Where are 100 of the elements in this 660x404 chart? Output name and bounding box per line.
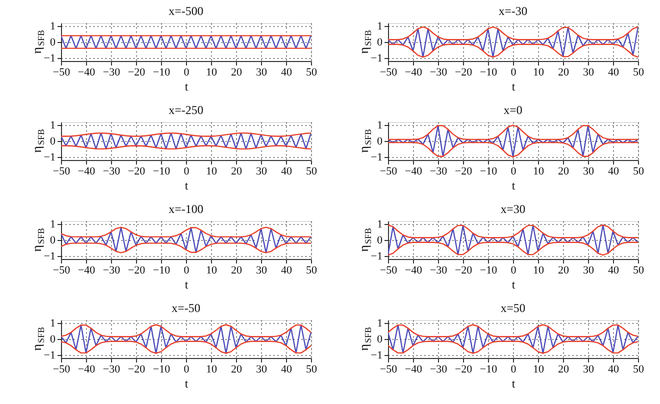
- x-axis-title: t: [184, 376, 189, 390]
- x-axis-title: t: [512, 278, 516, 292]
- x-tick-label: 20: [558, 166, 570, 178]
- x-tick-label: 20: [558, 364, 570, 376]
- x-tick-label: −30: [430, 264, 448, 276]
- x-tick-label: −20: [128, 264, 146, 276]
- x-tick-label: −40: [404, 166, 423, 178]
- y-tick-label: 0: [50, 36, 56, 48]
- line-series: [61, 226, 311, 254]
- x-tick-label: −40: [404, 264, 423, 276]
- y-axis-title: ηSFB: [29, 30, 46, 54]
- x-tick-label: 20: [231, 264, 242, 276]
- chart-title: x=50: [500, 301, 526, 316]
- x-tick-label: 10: [533, 166, 544, 178]
- x-axis-title: t: [184, 278, 189, 292]
- chart-title: x=-100: [168, 202, 204, 216]
- x-tick-label: −50: [380, 264, 398, 276]
- x-tick-label: 20: [558, 264, 570, 276]
- y-tick-label: −1: [370, 151, 382, 164]
- y-axis-title: ηSFB: [356, 128, 373, 153]
- x-tick-label: −40: [78, 364, 96, 376]
- y-tick-label: −1: [370, 349, 382, 362]
- x-tick-label: 40: [608, 66, 620, 78]
- x-tick-label: 10: [206, 66, 218, 78]
- x-tick-label: 30: [256, 66, 268, 78]
- y-tick-label: 1: [50, 218, 56, 231]
- x-tick-label: 50: [306, 166, 318, 178]
- x-tick-label: −50: [52, 66, 71, 78]
- x-tick-label: −40: [404, 66, 423, 78]
- x-tick-label: 50: [633, 166, 644, 178]
- x-tick-label: −10: [152, 166, 171, 178]
- x-tick-label: 40: [281, 364, 292, 376]
- x-tick-label: 30: [583, 166, 594, 178]
- x-tick-label: −20: [128, 66, 146, 78]
- x-tick-label: 40: [608, 264, 620, 276]
- x-axis-title: t: [184, 178, 189, 192]
- y-tick-label: 1: [377, 218, 382, 231]
- y-axis-title: ηSFB: [356, 228, 373, 252]
- y-tick-label: 0: [377, 136, 383, 148]
- x-tick-label: 0: [184, 364, 190, 376]
- x-tick-label: −10: [152, 364, 171, 376]
- x-tick-label: −30: [430, 166, 448, 178]
- x-tick-label: 10: [206, 166, 218, 178]
- x-tick-label: 0: [510, 264, 517, 276]
- line-series: [388, 224, 638, 256]
- x-tick-label: −30: [102, 364, 121, 376]
- x-tick-label: 0: [510, 66, 517, 78]
- y-tick-label: 0: [50, 136, 56, 148]
- x-tick-label: 40: [608, 364, 620, 376]
- x-tick-label: −30: [430, 66, 448, 78]
- x-tick-label: 40: [281, 264, 292, 276]
- x-tick-label: 30: [583, 364, 594, 376]
- y-tick-label: −1: [370, 52, 382, 64]
- y-tick-label: 0: [50, 234, 56, 246]
- x-tick-label: −10: [480, 66, 498, 78]
- x-tick-label: 50: [306, 364, 318, 376]
- x-tick-label: 30: [256, 264, 268, 276]
- x-tick-label: 30: [256, 166, 268, 178]
- x-tick-label: 10: [533, 364, 544, 376]
- x-tick-label: −50: [52, 166, 71, 178]
- y-tick-label: 1: [377, 20, 382, 33]
- x-tick-label: 0: [184, 66, 190, 78]
- x-tick-label: −40: [78, 264, 96, 276]
- y-tick-label: 1: [377, 120, 382, 132]
- x-tick-label: −20: [128, 364, 146, 376]
- x-axis-title: t: [512, 178, 516, 192]
- chart-title: x=-50: [172, 301, 200, 316]
- y-tick-label: 1: [377, 318, 382, 330]
- y-tick-label: 0: [377, 36, 383, 48]
- x-tick-label: −30: [102, 66, 121, 78]
- x-tick-label: 10: [533, 66, 544, 78]
- x-tick-label: −40: [78, 166, 96, 178]
- x-axis-title: t: [512, 376, 516, 390]
- x-tick-label: −10: [152, 66, 171, 78]
- x-tick-label: 50: [306, 66, 318, 78]
- x-tick-label: 50: [306, 264, 318, 276]
- x-tick-label: −50: [380, 166, 398, 178]
- y-tick-label: 0: [377, 234, 383, 246]
- y-axis-title: ηSFB: [29, 326, 46, 351]
- chart-title: x=-500: [168, 4, 204, 18]
- x-tick-label: 50: [633, 264, 644, 276]
- y-tick-label: 0: [377, 334, 383, 346]
- x-tick-label: 40: [608, 166, 620, 178]
- x-tick-label: −10: [480, 264, 498, 276]
- x-tick-label: 30: [256, 364, 268, 376]
- x-tick-label: −50: [52, 364, 71, 376]
- x-tick-label: 40: [281, 166, 292, 178]
- y-tick-label: −1: [44, 349, 56, 362]
- x-tick-label: 20: [558, 66, 570, 78]
- x-tick-label: −10: [480, 364, 498, 376]
- y-tick-label: −1: [44, 151, 56, 164]
- line-series: [388, 26, 638, 58]
- x-tick-label: −30: [102, 166, 121, 178]
- x-tick-label: 0: [510, 166, 517, 178]
- y-axis-title: ηSFB: [29, 128, 46, 153]
- x-tick-label: 30: [583, 66, 594, 78]
- x-tick-label: 50: [633, 364, 644, 376]
- line-series: [61, 242, 311, 254]
- chart-title: x=-30: [498, 4, 528, 18]
- y-tick-label: 0: [50, 334, 56, 346]
